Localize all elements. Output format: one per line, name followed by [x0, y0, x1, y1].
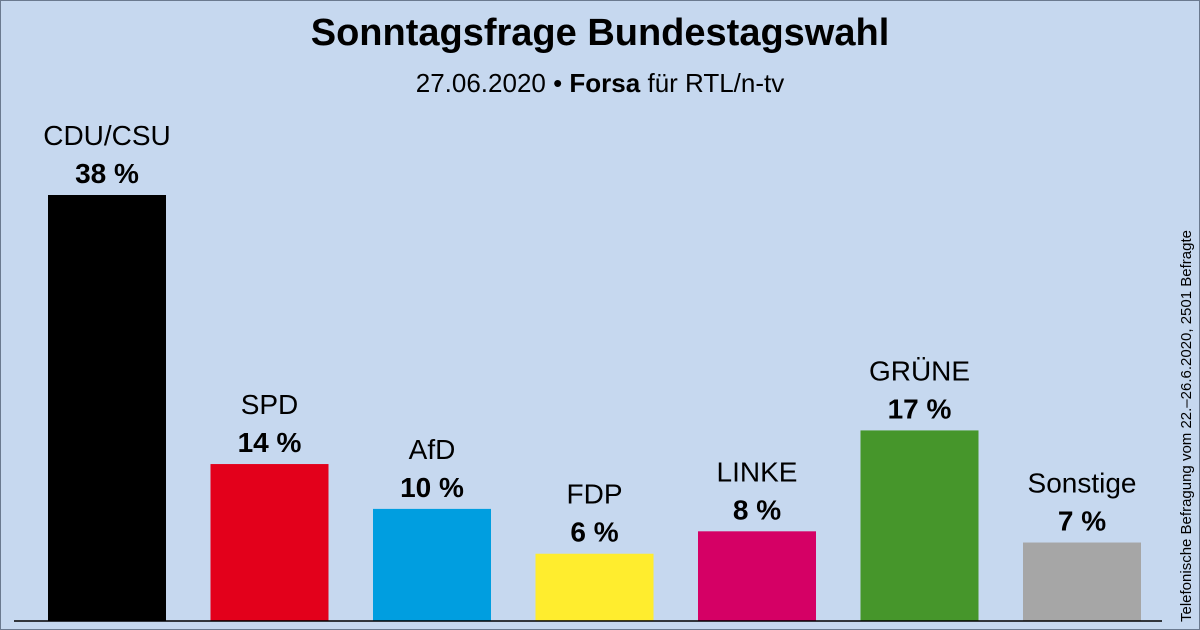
- bar-cdu-csu: [48, 195, 166, 621]
- value-label-afd: 10 %: [400, 472, 464, 503]
- value-label-spd: 14 %: [238, 427, 302, 458]
- subtitle-institute: Forsa: [569, 68, 641, 98]
- bars-group: 38 % CDU/CSU 14 % SPD 10 % AfD 6 % FDP 8 % LINKE 1…: [43, 120, 1141, 621]
- category-label-cdu-csu: CDU/CSU: [43, 120, 171, 151]
- bar-sonstige: [1023, 542, 1141, 621]
- bar-grüne: [860, 430, 979, 621]
- value-label-linke: 8 %: [733, 494, 781, 525]
- category-label-linke: LINKE: [717, 456, 798, 487]
- bar-linke: [698, 531, 816, 621]
- bar-fdp: [535, 553, 654, 621]
- value-label-fdp: 6 %: [570, 517, 618, 548]
- value-label-cdu-csu: 38 %: [75, 158, 139, 189]
- subtitle-client: für RTL/n-tv: [647, 68, 785, 98]
- category-label-grüne: GRÜNE: [869, 355, 970, 386]
- bar-spd: [210, 464, 329, 621]
- value-label-grüne: 17 %: [888, 393, 952, 424]
- category-label-spd: SPD: [241, 389, 299, 420]
- category-label-afd: AfD: [409, 434, 456, 465]
- chart-subtitle: 27.06.2020 • Forsa für RTL/n-tv: [0, 68, 1200, 99]
- chart-title: Sonntagsfrage Bundestagswahl: [310, 12, 890, 54]
- bar-afd: [373, 508, 491, 621]
- category-label-sonstige: Sonstige: [1028, 468, 1137, 499]
- category-label-fdp: FDP: [567, 479, 623, 510]
- subtitle-date: 27.06.2020 •: [415, 68, 563, 98]
- value-label-sonstige: 7 %: [1058, 506, 1106, 537]
